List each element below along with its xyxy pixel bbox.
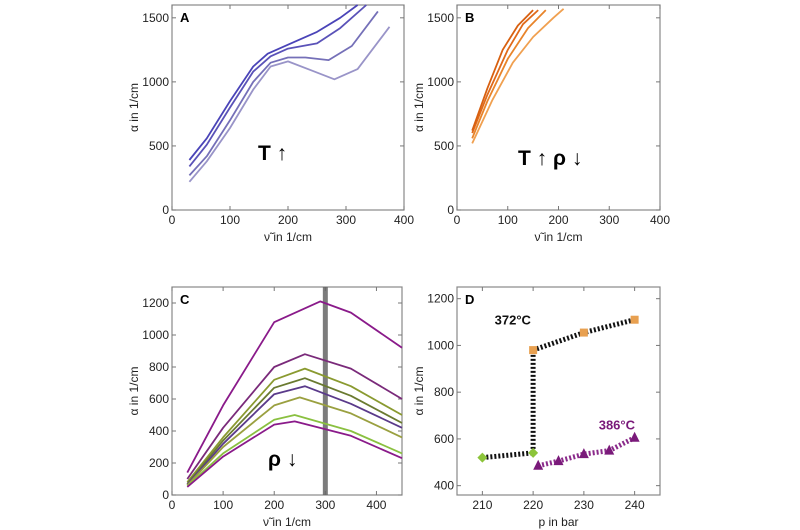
connector-386 bbox=[537, 435, 636, 469]
data-point-square bbox=[579, 328, 588, 337]
x-tick-label: 400 bbox=[366, 498, 386, 512]
x-axis-label: ν̃ in 1/cm bbox=[534, 230, 582, 244]
y-axis-label: α in 1/cm bbox=[412, 367, 426, 416]
x-tick-label: 220 bbox=[523, 498, 543, 512]
y-tick-label: 500 bbox=[434, 139, 454, 153]
data-point-diamond bbox=[477, 452, 488, 463]
connector-372-low bbox=[482, 450, 534, 461]
annotation-372c: 372°C bbox=[495, 312, 532, 327]
y-tick-label: 1500 bbox=[427, 11, 454, 25]
y-tick-label: 0 bbox=[162, 203, 169, 217]
x-tick-label: 100 bbox=[213, 498, 233, 512]
x-axis-label: p in bar bbox=[538, 515, 578, 529]
series-line-c4 bbox=[186, 377, 403, 485]
panel-letter: D bbox=[465, 292, 474, 307]
plot-frame bbox=[456, 4, 661, 211]
y-tick-label: 1000 bbox=[142, 75, 169, 89]
plot-frame bbox=[171, 4, 405, 211]
x-axis-label: ν̃ in 1/cm bbox=[263, 515, 311, 529]
data-point-diamond bbox=[528, 447, 539, 458]
y-tick-label: 1200 bbox=[142, 296, 169, 310]
y-axis-label: α in 1/cm bbox=[127, 367, 141, 416]
y-tick-label: 400 bbox=[434, 479, 454, 493]
y-tick-label: 0 bbox=[162, 488, 169, 502]
data-point-square bbox=[630, 315, 639, 324]
x-tick-label: 400 bbox=[650, 213, 670, 227]
x-tick-label: 300 bbox=[315, 498, 335, 512]
series-line-b2 bbox=[471, 9, 547, 139]
series-line-c6 bbox=[186, 396, 403, 487]
y-tick-label: 1000 bbox=[427, 75, 454, 89]
y-tick-label: 600 bbox=[149, 392, 169, 406]
panel-letter: A bbox=[180, 10, 190, 25]
panel-c: 0 100 200 300 400 0 200 400 600 800 1000 1200 ν̃ in … bbox=[127, 286, 403, 529]
panel-a: 0 100 200 300 400 0 500 1000 1500 ν̃ in 1/cm α in … bbox=[127, 4, 414, 244]
y-tick-label: 1500 bbox=[142, 11, 169, 25]
data-point-triangle bbox=[604, 444, 615, 455]
data-point-square bbox=[529, 346, 538, 355]
panel-letter: B bbox=[465, 10, 474, 25]
y-tick-label: 1000 bbox=[142, 328, 169, 342]
series-line-b3 bbox=[471, 8, 565, 144]
panel-b: 0 100 200 300 400 0 500 1000 1500 ν̃ in 1/cm α in … bbox=[412, 4, 670, 244]
x-tick-label: 200 bbox=[264, 498, 284, 512]
series-line-a1 bbox=[188, 4, 359, 161]
series-line-b1 bbox=[471, 9, 539, 134]
series-line-a2 bbox=[188, 4, 367, 167]
data-point-triangle bbox=[629, 431, 640, 442]
series-line-b4 bbox=[471, 9, 534, 131]
x-tick-label: 400 bbox=[394, 213, 414, 227]
x-tick-label: 0 bbox=[169, 498, 176, 512]
series-line-c1 bbox=[186, 300, 403, 474]
x-tick-label: 0 bbox=[454, 213, 461, 227]
panel-d: 210 220 230 240 400 600 800 1000 1200 p in bar α i… bbox=[412, 286, 661, 529]
trend-annotation: T ↑ bbox=[258, 142, 287, 165]
panel-letter: C bbox=[180, 292, 190, 307]
x-tick-label: 210 bbox=[472, 498, 492, 512]
y-tick-label: 500 bbox=[149, 139, 169, 153]
series-line-c3 bbox=[186, 367, 403, 483]
series-line-a3 bbox=[188, 10, 379, 177]
data-point-triangle bbox=[533, 459, 544, 470]
series-line-c2 bbox=[186, 353, 403, 480]
y-tick-label: 200 bbox=[149, 456, 169, 470]
series-line-c7 bbox=[186, 414, 403, 487]
data-point-triangle bbox=[553, 455, 564, 466]
data-point-triangle bbox=[578, 448, 589, 459]
x-tick-label: 240 bbox=[625, 498, 645, 512]
series-line-c8 bbox=[186, 420, 403, 488]
x-tick-label: 230 bbox=[574, 498, 594, 512]
annotation-386c: 386°C bbox=[599, 418, 636, 433]
y-tick-label: 1000 bbox=[427, 338, 454, 352]
series-line-a4 bbox=[188, 26, 391, 183]
y-tick-label: 400 bbox=[149, 424, 169, 438]
y-tick-label: 800 bbox=[434, 385, 454, 399]
series-line-c5 bbox=[186, 385, 403, 486]
x-tick-label: 200 bbox=[548, 213, 568, 227]
x-tick-label: 100 bbox=[498, 213, 518, 227]
y-tick-label: 600 bbox=[434, 432, 454, 446]
trend-annotation: ρ ↓ bbox=[268, 448, 297, 471]
y-axis-label: α in 1/cm bbox=[127, 83, 141, 132]
x-tick-label: 0 bbox=[169, 213, 176, 227]
y-tick-label: 1200 bbox=[427, 292, 454, 306]
x-tick-label: 200 bbox=[278, 213, 298, 227]
x-tick-label: 300 bbox=[599, 213, 619, 227]
trend-annotation: T ↑ ρ ↓ bbox=[518, 147, 582, 170]
x-axis-label: ν̃ in 1/cm bbox=[264, 230, 312, 244]
x-tick-label: 300 bbox=[336, 213, 356, 227]
y-tick-label: 800 bbox=[149, 360, 169, 374]
x-tick-label: 100 bbox=[220, 213, 240, 227]
y-tick-label: 0 bbox=[447, 203, 454, 217]
y-axis-label: α in 1/cm bbox=[412, 83, 426, 132]
